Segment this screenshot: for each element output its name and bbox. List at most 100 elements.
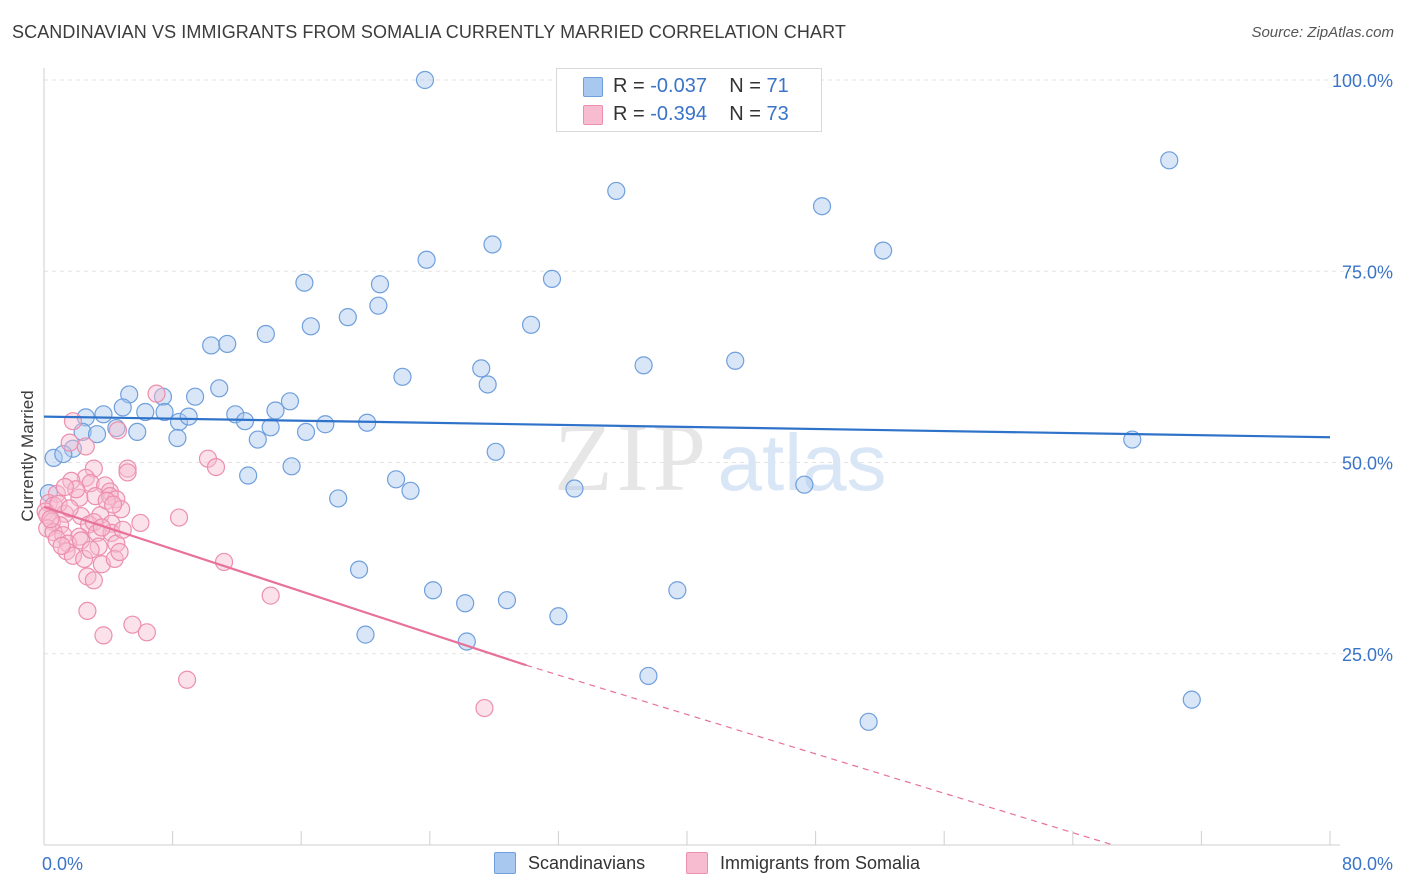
scandinavian-point[interactable] — [483, 235, 502, 254]
somalia-point[interactable] — [60, 499, 79, 518]
scandinavian-point[interactable] — [1160, 151, 1179, 170]
x-tick-label: 80.0% — [1342, 854, 1393, 874]
scandinavian-point[interactable] — [248, 430, 267, 449]
somalia-point[interactable] — [52, 536, 71, 555]
somalia-point[interactable] — [60, 433, 79, 452]
scandinavian-point[interactable] — [94, 405, 113, 424]
somalia-point[interactable] — [55, 477, 74, 497]
somalia-point[interactable] — [137, 623, 156, 642]
scandinavian-point[interactable] — [456, 594, 475, 613]
somalia-point[interactable] — [108, 421, 128, 440]
scandinavian-point[interactable] — [521, 315, 541, 334]
somalia-point[interactable] — [94, 626, 113, 645]
scandinavian-point[interactable] — [155, 402, 174, 422]
scandinavian-point[interactable] — [457, 632, 476, 651]
scandinavian-point[interactable] — [369, 296, 388, 315]
scandinavian-point[interactable] — [54, 444, 73, 464]
somalia-point[interactable] — [214, 552, 234, 572]
scandinavian-point[interactable] — [486, 442, 505, 461]
scandinavian-point[interactable] — [859, 712, 878, 731]
somalia-point[interactable] — [118, 459, 137, 478]
scandinavian-point[interactable] — [87, 425, 107, 444]
scandinavian-point[interactable] — [202, 336, 221, 355]
somalia-point[interactable] — [76, 437, 95, 456]
scandinavian-point[interactable] — [329, 489, 348, 508]
scandinavian-point[interactable] — [266, 401, 285, 420]
scandinavian-point[interactable] — [210, 379, 229, 398]
somalia-point[interactable] — [63, 412, 83, 431]
legend-item-scandinavians[interactable]: Scandinavians — [494, 852, 645, 874]
scandinavian-point[interactable] — [235, 412, 255, 431]
watermark-atlas: atlas — [718, 418, 887, 507]
y-tick-label: 50.0% — [1342, 454, 1393, 474]
scandinavian-point[interactable] — [370, 275, 390, 294]
somalia-point[interactable] — [67, 480, 86, 499]
scandinavian-point[interactable] — [874, 241, 893, 260]
somalia-point[interactable] — [110, 542, 129, 562]
scandinavian-point[interactable] — [261, 418, 280, 437]
somalia-point[interactable] — [131, 513, 150, 533]
somalia-point[interactable] — [177, 670, 197, 689]
scandinavian-point[interactable] — [179, 407, 198, 426]
somalia-point[interactable] — [84, 571, 103, 590]
scandinavian-point[interactable] — [349, 560, 369, 579]
scandinavian-point[interactable] — [795, 475, 814, 494]
scandinavian-point[interactable] — [401, 481, 420, 500]
scandinavian-point[interactable] — [295, 273, 314, 292]
somalia-point[interactable] — [78, 601, 97, 621]
somalia-point[interactable] — [81, 540, 100, 559]
y-tick-label: 25.0% — [1342, 645, 1393, 665]
somalia-point[interactable] — [57, 542, 76, 561]
scandinavian-point[interactable] — [338, 308, 357, 327]
scandinavian-point[interactable] — [472, 359, 491, 378]
x-tick-label: 0.0% — [42, 854, 83, 874]
scandinavian-point[interactable] — [280, 392, 300, 411]
scandinavian-point[interactable] — [668, 581, 687, 600]
scandinavian-point[interactable] — [44, 448, 63, 468]
scandinavian-point[interactable] — [726, 351, 745, 370]
scandinavian-point[interactable] — [113, 398, 132, 417]
scandinavian-point[interactable] — [393, 367, 412, 386]
scandinavian-point[interactable] — [639, 666, 658, 686]
scandinavian-point[interactable] — [316, 415, 335, 434]
scandinavian-point[interactable] — [415, 70, 435, 90]
scandinavian-point[interactable] — [565, 479, 584, 498]
somalia-point[interactable] — [86, 487, 105, 506]
scandinavian-point[interactable] — [218, 334, 237, 354]
somalia-point[interactable] — [206, 457, 226, 477]
legend-item-somalia[interactable]: Immigrants from Somalia — [686, 852, 920, 874]
somalia-point[interactable] — [71, 531, 91, 550]
scandinavian-point[interactable] — [542, 269, 562, 288]
scandinavian-point[interactable] — [168, 428, 187, 448]
somalia-point[interactable] — [475, 698, 494, 718]
scandinavian-point[interactable] — [423, 581, 443, 600]
scandinavian-point[interactable] — [1182, 690, 1201, 709]
legend-swatch-pink — [583, 105, 603, 125]
scandinavian-point[interactable] — [417, 250, 436, 269]
scandinavian-point[interactable] — [607, 181, 626, 201]
scandinavian-point[interactable] — [301, 317, 320, 336]
somalia-point[interactable] — [75, 549, 94, 568]
scandinavian-point[interactable] — [634, 356, 653, 375]
scandinavian-point[interactable] — [549, 607, 568, 626]
somalia-point[interactable] — [104, 495, 123, 514]
somalia-point[interactable] — [147, 384, 166, 403]
somalia-point[interactable] — [261, 586, 280, 605]
somalia-point[interactable] — [169, 508, 189, 527]
somalia-point[interactable] — [118, 463, 137, 482]
scandinavian-point[interactable] — [497, 591, 517, 610]
scandinavian-point[interactable] — [478, 375, 497, 394]
scandinavian-point[interactable] — [356, 625, 375, 644]
scandinavian-point[interactable] — [1123, 430, 1142, 449]
scandinavian-point[interactable] — [239, 466, 258, 485]
somalia-point[interactable] — [123, 615, 142, 634]
scandinavian-point[interactable] — [296, 422, 316, 441]
scandinavian-point[interactable] — [136, 402, 155, 422]
scandinavian-point[interactable] — [386, 470, 406, 489]
somalia-point[interactable] — [41, 510, 60, 529]
scandinavian-point[interactable] — [128, 422, 147, 441]
scandinavian-point[interactable] — [186, 387, 205, 406]
scandinavian-point[interactable] — [256, 324, 275, 344]
scandinavian-point[interactable] — [282, 457, 301, 476]
scandinavian-point[interactable] — [812, 197, 832, 216]
